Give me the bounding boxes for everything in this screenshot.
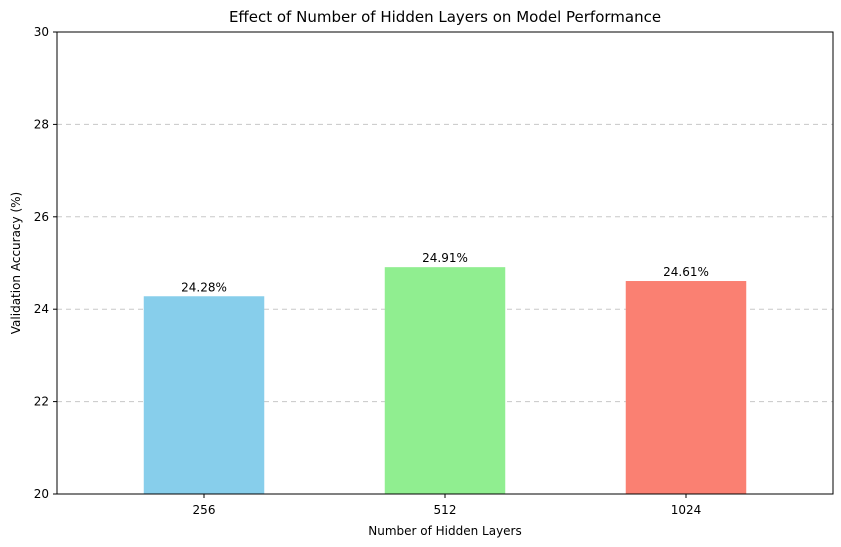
data-label-1024: 24.61% bbox=[663, 265, 709, 279]
y-tick-label: 30 bbox=[34, 25, 49, 39]
y-axis-label: Validation Accuracy (%) bbox=[9, 192, 23, 334]
data-label-256: 24.28% bbox=[181, 280, 227, 294]
bar-256 bbox=[143, 296, 265, 494]
x-axis-ticks: 256 512 1024 bbox=[193, 494, 702, 517]
bars bbox=[143, 267, 747, 494]
y-tick-label: 22 bbox=[34, 395, 49, 409]
bar-512 bbox=[384, 267, 506, 494]
data-labels: 24.28% 24.91% 24.61% bbox=[181, 251, 709, 294]
y-axis-ticks: 20 22 24 26 28 30 bbox=[34, 25, 57, 501]
x-tick-label-512: 512 bbox=[434, 503, 457, 517]
y-tick-label: 24 bbox=[34, 302, 49, 316]
x-tick-label-256: 256 bbox=[193, 503, 216, 517]
chart-title: Effect of Number of Hidden Layers on Mod… bbox=[229, 8, 661, 26]
y-tick-label: 26 bbox=[34, 210, 49, 224]
x-axis-label: Number of Hidden Layers bbox=[368, 524, 522, 538]
y-tick-label: 28 bbox=[34, 117, 49, 131]
data-label-512: 24.91% bbox=[422, 251, 468, 265]
x-tick-label-1024: 1024 bbox=[671, 503, 702, 517]
y-tick-label: 20 bbox=[34, 487, 49, 501]
bar-1024 bbox=[625, 281, 747, 494]
